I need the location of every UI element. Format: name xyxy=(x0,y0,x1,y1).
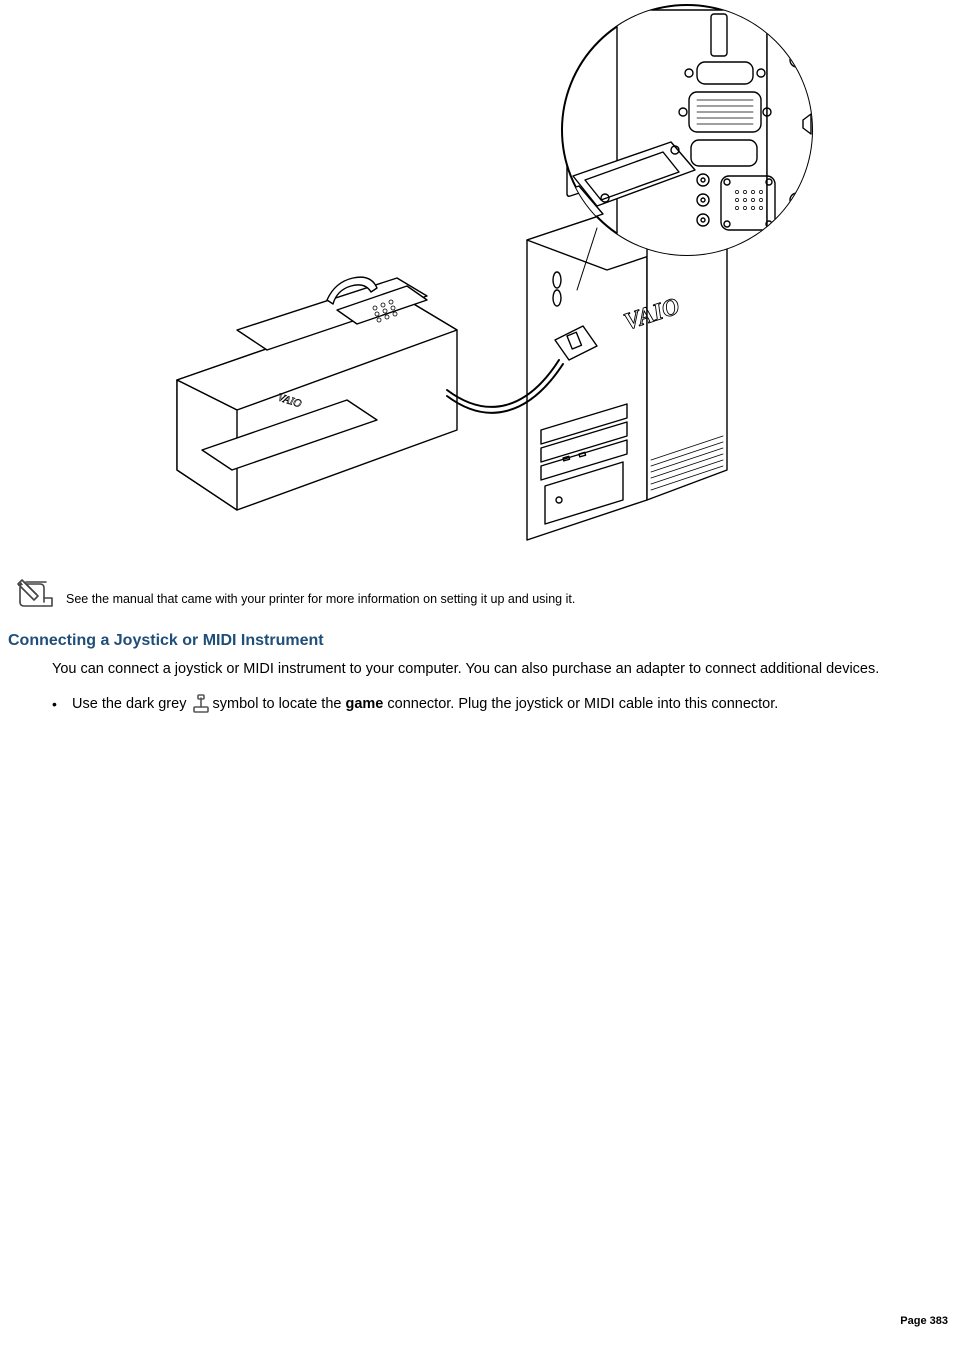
section-heading: Connecting a Joystick or MIDI Instrument xyxy=(8,618,946,660)
bullet-text-pre: Use the dark grey xyxy=(72,696,190,712)
illustration-wrap: VAIO xyxy=(8,0,946,560)
note-pencil-icon xyxy=(16,576,56,608)
joystick-icon xyxy=(192,694,210,714)
note-text: See the manual that came with your print… xyxy=(66,592,575,608)
bullet-item: Use the dark grey symbol to locate the g… xyxy=(52,694,946,716)
page-container: VAIO xyxy=(0,0,954,1351)
page-number: Page 383 xyxy=(900,1315,948,1327)
bullet-text-mid2: connector. Plug the joystick or MIDI cab… xyxy=(383,696,778,712)
printer: VAIO xyxy=(177,277,457,510)
note-row: See the manual that came with your print… xyxy=(8,560,946,618)
section-intro: You can connect a joystick or MIDI instr… xyxy=(8,660,946,680)
bullet-list: Use the dark grey symbol to locate the g… xyxy=(8,694,946,716)
bullet-text-mid1: symbol to locate the xyxy=(212,696,345,712)
bullet-text-bold: game xyxy=(345,696,383,712)
printer-tower-illustration: VAIO xyxy=(127,0,827,560)
